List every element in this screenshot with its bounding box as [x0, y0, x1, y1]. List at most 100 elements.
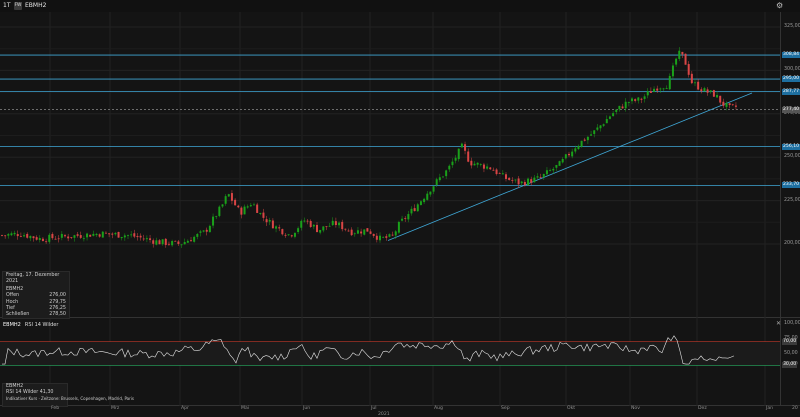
close-icon[interactable]: ✕ — [776, 320, 782, 327]
candle-body — [697, 81, 700, 90]
candle-body — [19, 236, 22, 237]
candle-body — [284, 234, 287, 236]
candle-body — [634, 99, 637, 101]
indicator-box-symbol: EBMH2 — [6, 384, 24, 389]
candle-body — [423, 198, 426, 203]
price-tick: 300,00 — [784, 67, 800, 73]
candle-body — [577, 145, 580, 150]
info-row-low: Tief 276,25 — [6, 306, 66, 312]
candle-body — [416, 204, 419, 212]
candle-body — [555, 165, 558, 168]
candle-body — [709, 90, 712, 92]
candle-body — [158, 240, 161, 245]
candle-body — [561, 158, 564, 163]
candle-body — [460, 143, 463, 148]
candle-body — [79, 235, 82, 238]
rsi-tick: 100,00 — [784, 321, 800, 326]
candle-body — [558, 161, 561, 166]
trend-line — [387, 92, 753, 241]
candle-body — [331, 220, 334, 226]
candle-body — [13, 232, 16, 235]
candle-body — [26, 233, 29, 238]
candle-body — [145, 238, 148, 240]
candle-body — [60, 233, 63, 238]
candle-body — [35, 237, 38, 240]
candle-body — [571, 151, 574, 157]
candle-body — [86, 233, 89, 238]
month-label: Jan — [766, 406, 774, 411]
candle-body — [127, 235, 129, 236]
candle-body — [237, 205, 240, 208]
candle-body — [104, 232, 107, 234]
candle-body — [98, 234, 101, 237]
candle-body — [631, 98, 633, 102]
candle-body — [221, 204, 224, 207]
candle-body — [325, 226, 328, 228]
price-level-tag: 295,00 — [782, 76, 800, 83]
month-label: Jul — [371, 406, 377, 411]
candle-body — [38, 238, 41, 240]
candle-body — [161, 239, 164, 245]
candle-body — [451, 161, 454, 166]
candle-body — [694, 82, 696, 84]
candle-body — [457, 148, 460, 160]
candle-body — [586, 136, 589, 141]
candle-body — [89, 234, 92, 237]
candle-body — [350, 229, 353, 236]
indicator-symbol: EBMH2 — [3, 322, 21, 328]
candle-body — [300, 220, 303, 228]
candle-body — [583, 139, 586, 141]
candle-body — [435, 179, 438, 186]
candle-body — [183, 242, 186, 245]
candle-body — [227, 194, 230, 197]
candle-body — [174, 240, 177, 242]
candle-body — [590, 134, 593, 136]
candle-body — [51, 233, 54, 239]
candle-body — [379, 235, 381, 241]
symbol-label[interactable]: EBMH2 — [25, 2, 47, 9]
candle-body — [366, 228, 369, 232]
month-label: Nov — [631, 406, 640, 411]
price-tick: 325,00 — [784, 24, 800, 29]
candle-body — [208, 225, 211, 233]
candle-body — [599, 125, 602, 129]
rsi-tick: 75,00 — [784, 336, 798, 341]
candle-body — [253, 204, 255, 206]
candle-body — [180, 244, 183, 246]
candle-body — [133, 233, 136, 237]
candle-body — [54, 238, 57, 240]
candle-body — [687, 64, 690, 75]
candle-body — [454, 157, 457, 161]
candle-body — [731, 104, 734, 106]
candle-body — [155, 240, 158, 245]
candle-body — [385, 236, 388, 238]
candle-body — [4, 235, 7, 237]
candle-body — [719, 95, 722, 103]
candle-body — [256, 204, 259, 213]
candle-body — [442, 176, 444, 178]
candle-body — [262, 212, 265, 218]
interval-label[interactable]: 1T — [3, 2, 11, 9]
candle-body — [514, 179, 517, 181]
candle-body — [564, 154, 567, 159]
candle-body — [152, 240, 155, 244]
candle-body — [646, 91, 649, 96]
candle-body — [448, 165, 451, 170]
candle-body — [656, 88, 659, 91]
candle-body — [259, 213, 262, 215]
footer-note: Indikativer Kurs · Zeitzone: Brussels, C… — [6, 396, 134, 402]
gear-icon[interactable]: ⚙ — [776, 1, 784, 10]
toolbar: 1T FW EBMH2 ⚙ — [0, 0, 800, 12]
candle-body — [306, 220, 309, 222]
candle-body — [684, 53, 687, 65]
candle-body — [120, 237, 123, 239]
candle-body — [92, 233, 95, 236]
candle-body — [171, 241, 174, 246]
candle-body — [568, 153, 570, 156]
candle-body — [341, 221, 344, 230]
candle-body — [410, 208, 413, 214]
month-label: Sep — [501, 406, 510, 411]
indicator-title[interactable]: EBMH2 RSI 14 Wilder — [3, 322, 58, 328]
candle-body — [16, 234, 19, 237]
